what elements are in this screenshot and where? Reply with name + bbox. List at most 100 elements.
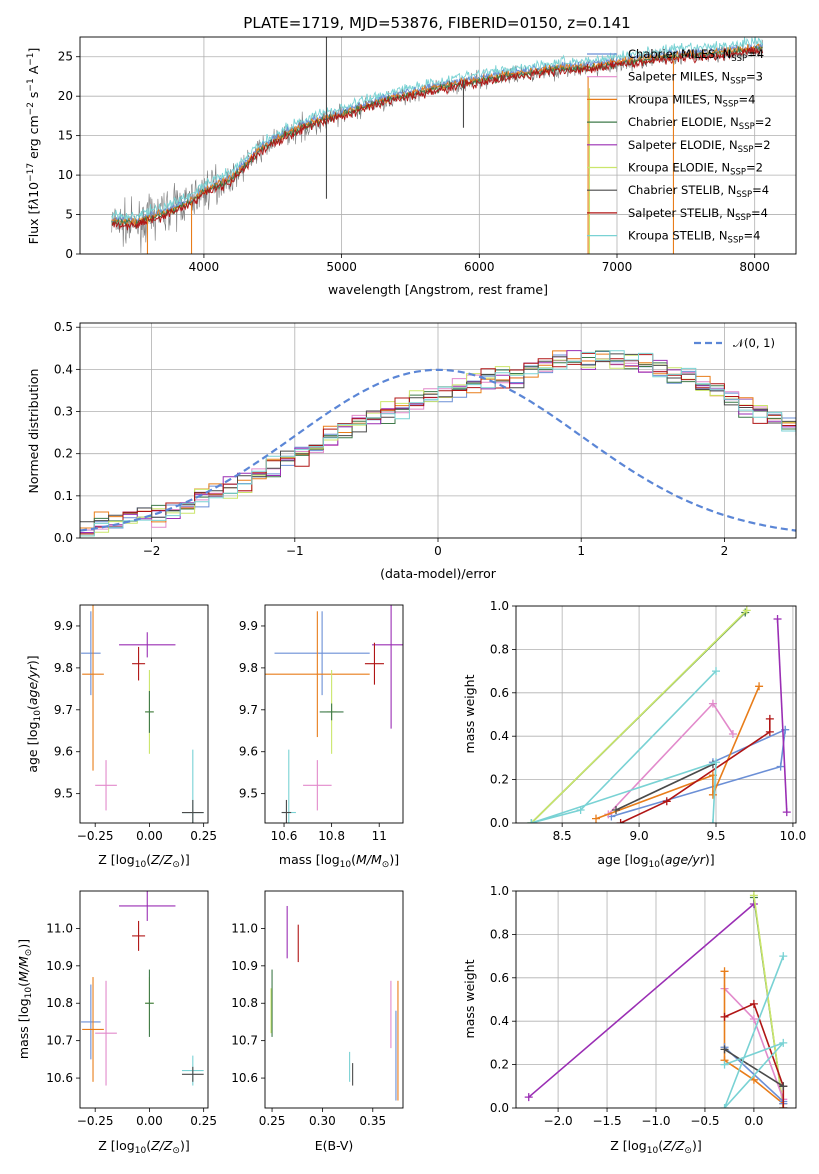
x-tick-label: −0.5 (690, 1114, 719, 1128)
weight-age-x-label: age [log10(age/yr)] (597, 852, 714, 870)
weight-marker (779, 952, 788, 961)
y-tick-label: 10.8 (231, 996, 258, 1010)
weight-marker (779, 1082, 788, 1091)
x-tick-label: 0.25 (190, 1114, 217, 1128)
residual-x-label: (data-model)/error (380, 566, 497, 581)
weight-z-y-label: mass weight (462, 959, 477, 1038)
weight-line (595, 685, 760, 820)
weight-marker (728, 730, 737, 739)
weight-line (776, 618, 788, 813)
y-tick-label: 0 (65, 247, 73, 261)
residual-legend-entry: 𝒩(0, 1) (733, 336, 775, 350)
legend-entry: Kroupa STELIB, NSSP=4 (628, 229, 760, 246)
weight-marker (616, 819, 625, 823)
legend-entry: Salpeter ELODIE, NSSP=2 (628, 138, 771, 155)
y-tick-label: 0.2 (490, 773, 509, 787)
x-tick-label: 0.00 (136, 829, 163, 843)
weight-z-panel: −2.0 −1.5 −1.0 −0.5 0.0 0.0 0.2 0.4 0.6 0.8 1.0 (490, 884, 797, 1128)
y-tick-label: 10.6 (46, 1071, 73, 1085)
y-tick-label: 9.6 (239, 745, 258, 759)
weight-marker (524, 1093, 533, 1102)
x-tick-label: 0.0 (744, 1114, 763, 1128)
mass-z-panel-plot-area (81, 891, 204, 1086)
y-tick-label: 1.0 (490, 599, 509, 613)
x-tick-label: 10.6 (271, 829, 298, 843)
legend-entry: Kroupa MILES, NSSP=4 (628, 92, 755, 109)
y-tick-label: 9.8 (54, 661, 73, 675)
age-mass-x-label: mass [log10(M/M⊙)] (279, 852, 399, 870)
weight-marker (612, 805, 620, 814)
y-tick-label: 0.0 (490, 816, 509, 830)
x-tick-label: 0 (434, 544, 442, 558)
weight-marker (773, 615, 782, 624)
weight-marker (712, 758, 720, 767)
y-tick-label: 10 (58, 168, 73, 182)
x-tick-label: −1.0 (641, 1114, 670, 1128)
x-tick-label: 0.35 (359, 1114, 386, 1128)
weight-z-panel-plot-area (516, 891, 796, 1108)
weight-marker (662, 797, 671, 806)
y-tick-label: 0.6 (490, 971, 509, 985)
y-tick-label: 0.6 (490, 686, 509, 700)
age-mass-panel-frame (264, 604, 404, 824)
spectrum-panel-frame (79, 36, 797, 255)
age-z-panel-plot-area (81, 605, 204, 823)
x-tick-label: −2.0 (544, 1114, 573, 1128)
weight-marker (749, 999, 758, 1008)
y-tick-label: 10.7 (46, 1034, 73, 1048)
legend-entry: Chabrier STELIB, NSSP=4 (628, 183, 769, 200)
weight-marker (765, 727, 774, 736)
weight-z-panel-frame (515, 890, 797, 1109)
spectrum-y-label: Flux [fλ10−17 erg cm−2 s−1 A−1] (26, 48, 41, 245)
weight-line (531, 670, 717, 823)
mass-ebv-panel: 0.25 0.30 0.35 10.6 10.7 10.8 10.9 11.0 (231, 890, 404, 1128)
weight-marker (749, 1015, 758, 1024)
spectrum-model-salpeter-stelib (111, 46, 764, 231)
legend-entry: Chabrier ELODIE, NSSP=2 (628, 115, 772, 132)
weight-marker (776, 762, 785, 771)
age-mass-panel: 10.6 10.8 11 9.5 9.6 9.7 9.8 9.9 (239, 604, 404, 843)
weight-age-panel-frame (515, 605, 797, 824)
weight-marker (755, 682, 764, 691)
weight-line (530, 609, 748, 823)
spectrum-panel: 4000 5000 6000 7000 8000 0 5 10 15 20 25 (58, 36, 797, 274)
weight-line (615, 763, 714, 811)
mass-z-y-label: mass [log10(M/M⊙)] (16, 939, 34, 1059)
weight-marker (527, 819, 536, 823)
age-mass-panel-plot-area (265, 605, 403, 823)
weight-marker (576, 805, 585, 814)
spectrum-legend: Chabrier MILES, NSSP=4 Salpeter MILES, NS… (587, 47, 772, 246)
legend-entry: Salpeter MILES, NSSP=3 (628, 70, 763, 87)
y-tick-label: 20 (58, 89, 73, 103)
y-tick-label: 10.9 (231, 959, 258, 973)
x-tick-label: 5000 (326, 260, 357, 274)
x-tick-label: 7000 (602, 260, 633, 274)
weight-line (724, 1002, 785, 1108)
y-tick-label: 9.9 (54, 619, 73, 633)
y-tick-label: 9.6 (54, 745, 73, 759)
histogram-salpeter-miles (80, 356, 796, 531)
weight-age-panel: 8.5 9.0 9.5 10.0 0.0 0.2 0.4 0.6 0.8 1.0 (490, 599, 806, 843)
histogram-kroupa-stelib (80, 350, 796, 537)
y-tick-label: 9.7 (54, 703, 73, 717)
y-tick-label: 0.1 (54, 489, 73, 503)
figure-title: PLATE=1719, MJD=53876, FIBERID=0150, z=0… (243, 14, 630, 32)
x-tick-label: −2 (143, 544, 161, 558)
weight-marker (720, 1060, 729, 1069)
x-tick-label: 9.5 (706, 829, 725, 843)
y-tick-label: 0.0 (54, 531, 73, 545)
residual-panel-frame (79, 322, 797, 539)
y-tick-label: 25 (58, 50, 73, 64)
y-tick-label: 5 (65, 208, 73, 222)
y-tick-label: 10.8 (46, 996, 73, 1010)
y-tick-label: 1.0 (490, 884, 509, 898)
x-tick-label: 1 (577, 544, 585, 558)
age-z-x-label: Z [log10(Z/Z⊙)] (98, 852, 189, 870)
y-tick-label: 0.4 (54, 362, 73, 376)
y-tick-label: 9.5 (54, 787, 73, 801)
weight-age-y-label: mass weight (462, 674, 477, 753)
x-tick-label: 8.5 (553, 829, 572, 843)
y-tick-label: 9.5 (239, 787, 258, 801)
x-tick-label: −0.25 (77, 829, 114, 843)
